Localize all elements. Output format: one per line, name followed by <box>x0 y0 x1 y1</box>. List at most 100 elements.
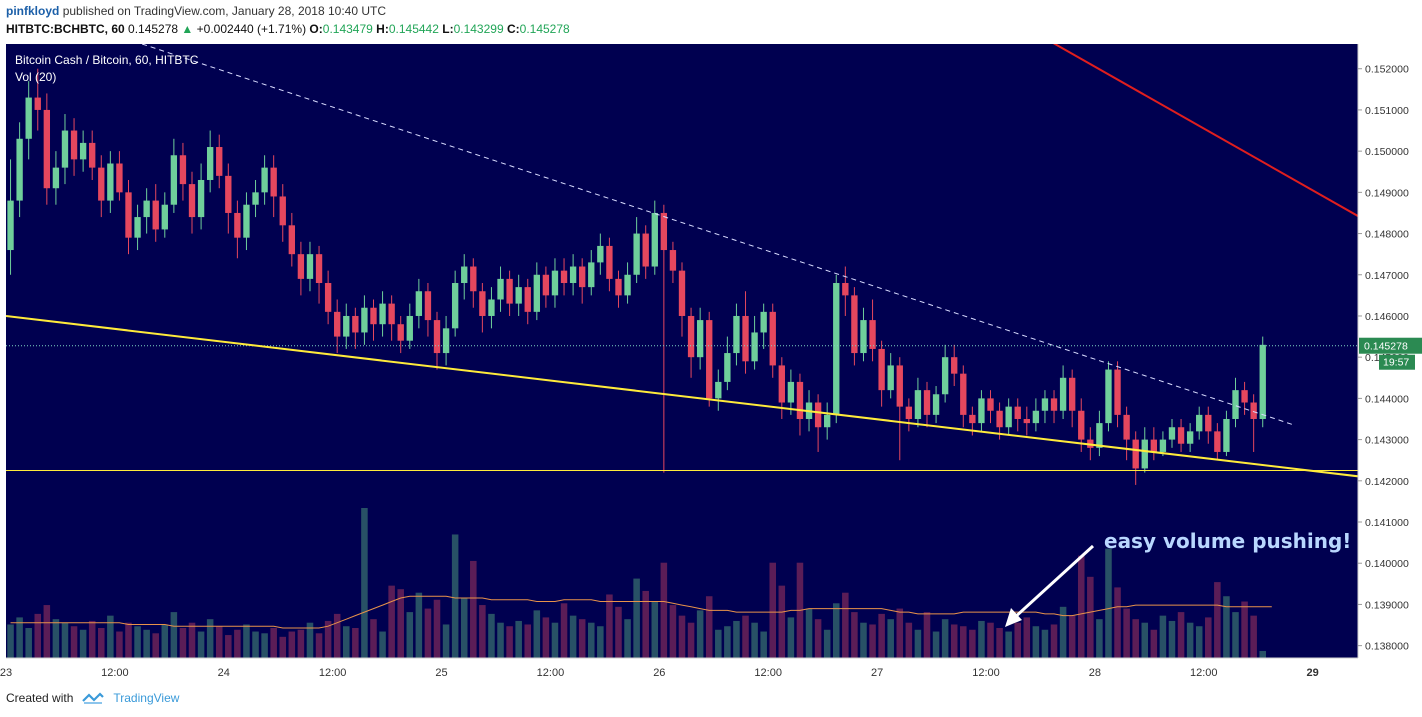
volume-bar[interactable] <box>1205 617 1212 658</box>
candle-body[interactable] <box>288 225 296 255</box>
volume-bar[interactable] <box>551 622 559 658</box>
volume-bar[interactable] <box>615 606 622 658</box>
candle-body[interactable] <box>170 155 178 205</box>
candle-body[interactable] <box>932 394 940 415</box>
volume-bar[interactable] <box>215 626 223 658</box>
volume-bar[interactable] <box>460 598 468 658</box>
candle-body[interactable] <box>515 287 522 304</box>
candle-body[interactable] <box>134 217 141 238</box>
candle-body[interactable] <box>560 270 568 284</box>
candle-body[interactable] <box>297 254 305 279</box>
candle-body[interactable] <box>914 390 922 419</box>
volume-bar[interactable] <box>515 620 522 658</box>
candle-body[interactable] <box>597 245 604 263</box>
volume-bar[interactable] <box>1041 629 1049 658</box>
volume-bar[interactable] <box>361 508 368 658</box>
volume-bar[interactable] <box>1005 631 1012 658</box>
volume-bar[interactable] <box>506 626 513 658</box>
candle-body[interactable] <box>370 307 377 325</box>
candle-body[interactable] <box>1078 410 1085 440</box>
candle-body[interactable] <box>996 410 1003 428</box>
candle-body[interactable] <box>98 167 105 201</box>
candle-body[interactable] <box>52 167 60 189</box>
volume-bar[interactable] <box>896 608 904 658</box>
volume-bar[interactable] <box>379 631 386 658</box>
volume-bar[interactable] <box>1105 548 1112 658</box>
volume-bar[interactable] <box>1232 612 1239 658</box>
candle-body[interactable] <box>669 250 677 271</box>
candle-body[interactable] <box>633 233 640 275</box>
candle-body[interactable] <box>479 291 486 316</box>
volume-bar[interactable] <box>433 599 441 658</box>
candle-body[interactable] <box>951 357 958 374</box>
volume-bar[interactable] <box>1141 622 1149 658</box>
volume-bar[interactable] <box>905 622 913 658</box>
candle-body[interactable] <box>687 315 695 358</box>
candle-body[interactable] <box>506 278 513 304</box>
candle-body[interactable] <box>706 320 713 399</box>
candle-body[interactable] <box>851 295 858 354</box>
candle-body[interactable] <box>551 270 559 296</box>
candle-body[interactable] <box>524 287 531 312</box>
candle-body[interactable] <box>1068 377 1076 411</box>
volume-bar[interactable] <box>960 626 967 658</box>
volume-bar[interactable] <box>388 585 395 658</box>
candle-body[interactable] <box>1159 439 1167 452</box>
candle-body[interactable] <box>415 291 423 316</box>
volume-bar[interactable] <box>479 605 486 658</box>
volume-bar[interactable] <box>869 624 876 658</box>
volume-bar[interactable] <box>116 631 123 658</box>
volume-bar[interactable] <box>1123 608 1130 658</box>
upper-dashed-trendline[interactable] <box>141 44 1295 426</box>
volume-bar[interactable] <box>125 622 132 658</box>
candle-body[interactable] <box>334 311 341 337</box>
candle-body[interactable] <box>833 283 840 415</box>
volume-bar[interactable] <box>660 562 668 658</box>
volume-bar[interactable] <box>950 624 958 658</box>
author-name[interactable]: pinfkloyd <box>6 4 60 18</box>
candle-body[interactable] <box>814 402 822 428</box>
volume-bar[interactable] <box>724 626 731 658</box>
candle-body[interactable] <box>424 291 432 321</box>
volume-bar[interactable] <box>261 633 268 658</box>
volume-bar[interactable] <box>996 628 1003 658</box>
candle-body[interactable] <box>497 278 504 300</box>
volume-bar[interactable] <box>842 592 849 658</box>
candle-body[interactable] <box>715 381 722 399</box>
volume-bar[interactable] <box>1241 601 1248 658</box>
candle-body[interactable] <box>1096 423 1103 448</box>
candle-body[interactable] <box>1214 431 1221 452</box>
volume-bar[interactable] <box>98 628 105 658</box>
candle-body[interactable] <box>533 274 540 312</box>
volume-bar[interactable] <box>16 617 23 658</box>
volume-bar[interactable] <box>415 592 423 658</box>
candle-body[interactable] <box>842 283 849 296</box>
candle-body[interactable] <box>143 200 150 218</box>
volume-bar[interactable] <box>225 635 232 658</box>
volume-bar[interactable] <box>25 628 32 658</box>
volume-bar[interactable] <box>733 620 740 658</box>
candle-body[interactable] <box>188 184 196 218</box>
volume-bar[interactable] <box>542 617 550 658</box>
candle-body[interactable] <box>1105 369 1112 424</box>
volume-bar[interactable] <box>705 596 713 658</box>
candle-body[interactable] <box>542 274 550 296</box>
volume-bar[interactable] <box>597 626 604 658</box>
candle-body[interactable] <box>270 167 277 197</box>
candle-body[interactable] <box>751 332 758 362</box>
volume-bar[interactable] <box>1259 650 1266 658</box>
volume-bar[interactable] <box>497 622 504 658</box>
time-axis-panel[interactable] <box>6 658 1358 680</box>
candle-body[interactable] <box>43 109 51 189</box>
volume-bar[interactable] <box>1077 555 1085 658</box>
candle-body[interactable] <box>315 254 323 284</box>
volume-bar[interactable] <box>424 608 432 658</box>
candle-body[interactable] <box>642 233 649 267</box>
candle-body[interactable] <box>343 315 350 337</box>
candle-body[interactable] <box>960 373 967 415</box>
volume-bar[interactable] <box>1150 629 1158 658</box>
candle-body[interactable] <box>470 266 477 292</box>
volume-bar[interactable] <box>814 619 822 658</box>
candle-body[interactable] <box>579 266 586 288</box>
candle-body[interactable] <box>125 192 132 238</box>
